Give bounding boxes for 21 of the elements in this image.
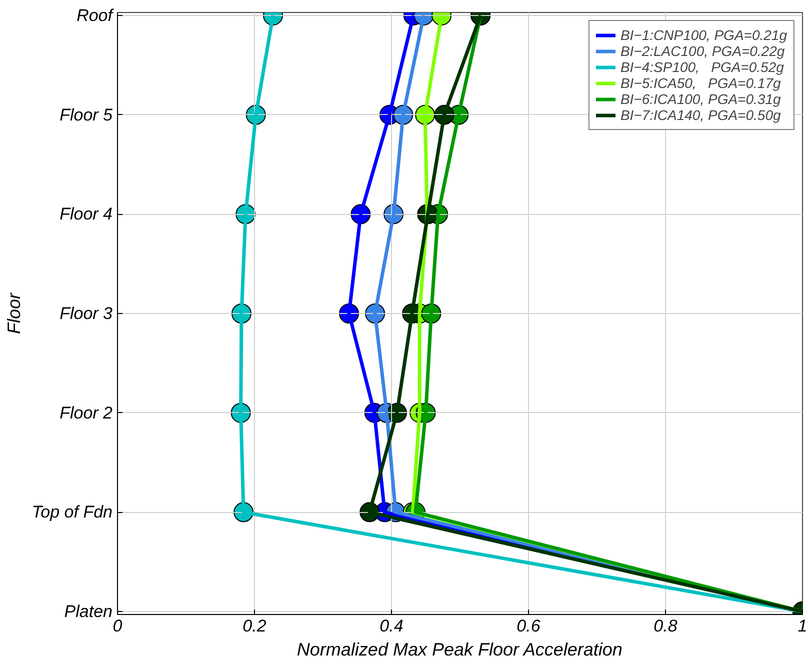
legend-label: BI−6:ICA100, PGA=0.31g [620,91,781,107]
y-tick-label: Top of Fdn [32,502,113,522]
legend-label: BI−2:LAC100, PGA=0.22g [620,43,785,59]
x-axis-title: Normalized Max Peak Floor Acceleration [296,640,622,660]
x-tick-label: 0 [112,616,123,636]
legend-label: BI−1:CNP100, PGA=0.21g [620,27,787,43]
y-tick-label: Floor 2 [60,403,114,422]
y-tick-label: Platen [64,602,112,622]
x-tick-label: 0.4 [380,616,404,636]
y-tick-label: Floor 3 [60,304,114,323]
y-axis-title: Floor [4,292,24,334]
y-tick-label: Roof [76,6,115,25]
legend-label: BI−7:ICA140, PGA=0.50g [620,107,781,123]
legend-label: BI−5:ICA50, PGA=0.17g [620,75,781,91]
legend-label: BI−4:SP100, PGA=0.52g [620,59,784,75]
y-tick-label: Floor 5 [60,105,114,124]
x-tick-label: 0.6 [516,616,541,636]
x-tick-label: 1 [798,616,808,636]
x-tick-label: 0.8 [654,616,678,636]
y-tick-label: Floor 4 [60,204,113,224]
x-tick-label: 0.2 [242,616,267,636]
